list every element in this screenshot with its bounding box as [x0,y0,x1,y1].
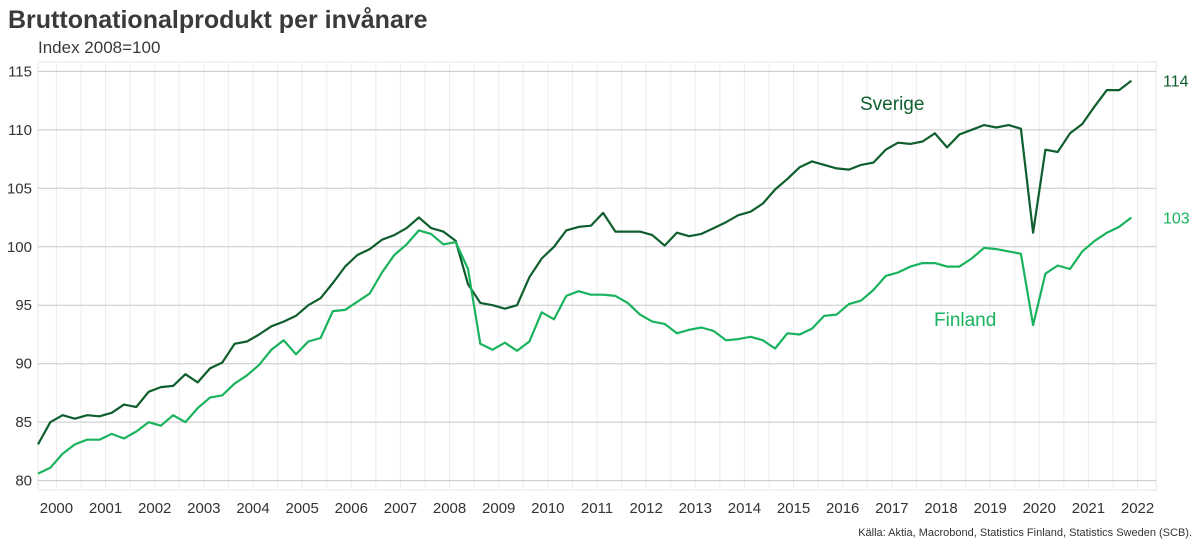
x-tick-label: 2002 [138,500,171,517]
y-tick-label: 115 [8,63,32,80]
x-tick-label: 2006 [335,500,368,517]
x-tick-label: 2013 [679,500,712,517]
x-tick-label: 2015 [777,500,810,517]
x-tick-label: 2021 [1072,500,1105,517]
series-label-sverige: Sverige [860,94,924,115]
y-tick-label: 85 [15,414,32,431]
series-line-sverige [37,79,1133,445]
y-tick-label: 80 [15,473,32,490]
y-tick-label: 105 [7,180,32,197]
x-tick-label: 2017 [875,500,908,517]
end-value-label-finland: 103 [1163,211,1190,228]
x-tick-label: 2019 [973,500,1006,517]
x-tick-label: 2005 [285,500,318,517]
y-tick-label: 95 [15,297,32,314]
series-label-finland: Finland [934,310,996,331]
x-tick-label: 2018 [924,500,957,517]
x-tick-label: 2020 [1023,500,1056,517]
source-note: Källa: Aktia, Macrobond, Statistics Finl… [858,527,1192,539]
end-value-label-sverige: 114 [1163,74,1189,91]
y-tick-label: 110 [8,122,32,139]
x-tick-label: 2007 [384,500,417,517]
x-tick-label: 2010 [531,500,564,517]
x-tick-label: 2009 [482,500,515,517]
y-tick-label: 100 [7,239,32,256]
x-tick-label: 2016 [826,500,859,517]
x-tick-label: 2012 [629,500,662,517]
chart-subtitle: Index 2008=100 [38,38,161,57]
x-tick-label: 2022 [1121,500,1154,517]
x-tick-label: 2011 [581,500,613,517]
x-tick-label: 2000 [40,500,73,517]
y-tick-label: 90 [15,356,32,373]
x-tick-label: 2003 [187,500,220,517]
x-tick-label: 2004 [236,500,269,517]
x-tick-label: 2008 [433,500,466,517]
x-tick-label: 2014 [728,500,761,517]
x-tick-label: 2001 [89,500,122,517]
chart-title: Bruttonationalprodukt per invånare [8,6,428,34]
series-line-finland [37,216,1133,475]
